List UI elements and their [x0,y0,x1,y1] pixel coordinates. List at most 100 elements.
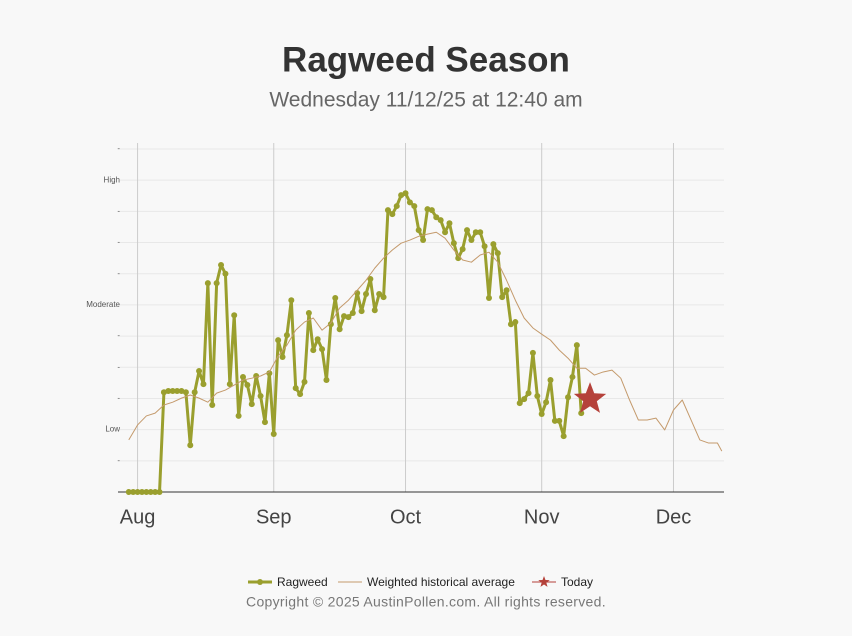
data-point [266,370,273,377]
data-point [279,353,286,360]
data-point [143,489,150,495]
x-tick-label: Oct [390,506,422,528]
data-point [244,382,251,389]
data-point [270,431,277,438]
data-point [516,400,523,407]
data-point [411,203,418,210]
data-point [529,349,536,356]
series-line [128,231,723,452]
data-point [257,392,264,399]
data-point [371,307,378,314]
data-point [490,241,497,248]
data-point [481,243,488,250]
data-point [130,489,137,495]
data-point [222,270,229,277]
data-point [235,412,242,419]
x-tick-label: Dec [656,506,692,528]
data-point [292,385,299,392]
x-tick-label: Sep [256,506,292,528]
data-point [275,337,282,344]
data-point [437,217,444,224]
data-point [477,229,484,236]
data-point [446,220,453,227]
data-point [239,373,246,380]
data-point [261,419,268,426]
y-tick-label: - [117,269,120,278]
data-point [468,237,475,244]
data-point [384,207,391,214]
data-point [538,411,545,418]
data-point [213,280,220,287]
data-point [191,389,198,396]
data-point [323,377,330,384]
legend-label: Ragweed [277,575,328,589]
data-point [301,378,308,385]
data-point [297,391,304,398]
data-point [125,489,132,495]
data-point [565,394,572,401]
data-point [362,290,369,297]
data-point [420,237,427,244]
data-point [332,295,339,302]
chart-title: Ragweed Season [282,40,570,79]
legend-star [538,576,550,587]
data-point [560,433,567,440]
data-point [336,326,343,333]
data-point [147,489,154,495]
data-point [314,336,321,343]
data-point [547,377,554,384]
data-point [393,203,400,210]
data-point [196,368,203,375]
data-point [367,276,374,283]
data-point [442,229,449,236]
data-point [389,211,396,218]
data-point [433,214,440,221]
y-tick-label: - [117,331,120,340]
today-marker [573,382,607,413]
y-tick-label: - [117,456,120,465]
data-point [248,401,255,408]
data-point [472,229,479,236]
data-point [569,373,576,380]
data-point [402,190,409,197]
data-point [494,250,501,257]
legend-dot [257,579,263,585]
data-point [521,396,528,403]
data-point [204,280,211,287]
data-point [464,227,471,234]
data-point [376,290,383,297]
data-point [327,321,334,328]
data-point [512,319,519,326]
data-point [209,402,216,409]
copyright: Copyright © 2025 AustinPollen.com. All r… [246,594,606,610]
data-point [415,227,422,234]
data-point [156,489,163,495]
data-point [200,381,207,388]
data-point [165,387,172,394]
data-point [578,410,585,417]
data-point [288,297,295,304]
data-point [551,417,558,424]
data-point [573,342,580,349]
data-point [525,390,532,397]
data-point [218,261,225,268]
data-point [406,199,413,206]
y-tick-label: Moderate [86,300,120,309]
data-point [499,294,506,301]
data-point [543,399,550,406]
y-tick-label: - [117,394,120,403]
data-point [534,392,541,399]
data-point [182,389,189,396]
data-point [380,294,387,301]
data-point [134,489,141,495]
data-point [226,381,233,388]
data-point [310,347,317,354]
data-point [174,387,181,394]
y-tick-label: - [117,144,120,153]
data-point [169,387,176,394]
x-tick-label: Aug [120,506,156,528]
data-point [428,207,435,214]
legend-label: Weighted historical average [367,575,515,589]
